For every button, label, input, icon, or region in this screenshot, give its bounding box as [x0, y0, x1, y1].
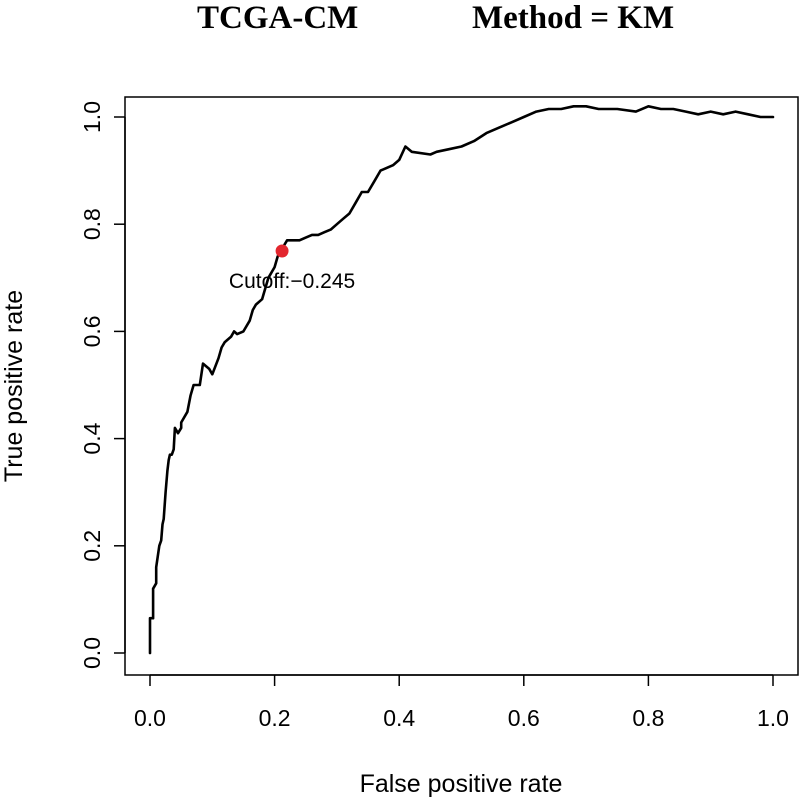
cutoff-point — [275, 244, 289, 258]
x-tick-label: 0.6 — [508, 705, 540, 731]
x-tick-label: 0.0 — [134, 705, 166, 731]
roc-curve-line — [148, 105, 775, 655]
y-axis: 0.0 0.2 0.4 0.6 0.8 1.0 — [79, 101, 126, 669]
y-axis-label: True positive rate — [0, 290, 28, 482]
cutoff-layer: Cutoff:−0.245 — [229, 244, 355, 293]
y-tick-label: 0.6 — [79, 315, 105, 347]
x-tick-label: 1.0 — [757, 705, 789, 731]
y-tick-label: 0.4 — [79, 422, 105, 454]
y-tick-label: 0.0 — [79, 637, 105, 669]
x-tick-label: 0.4 — [383, 705, 415, 731]
x-axis: 0.0 0.2 0.4 0.6 0.8 1.0 — [134, 674, 789, 731]
chart-title-right: Method = KM — [472, 0, 674, 36]
x-tick-label: 0.2 — [259, 705, 291, 731]
y-tick-label: 0.2 — [79, 530, 105, 562]
series-layer — [148, 105, 775, 655]
cutoff-label: Cutoff:−0.245 — [229, 270, 355, 293]
plot-frame — [124, 96, 799, 676]
y-tick-label: 1.0 — [79, 101, 105, 133]
x-tick-label: 0.8 — [632, 705, 664, 731]
chart-title-left: TCGA-CM — [197, 0, 358, 36]
y-tick-label: 0.8 — [79, 208, 105, 240]
x-axis-label: False positive rate — [360, 770, 563, 798]
